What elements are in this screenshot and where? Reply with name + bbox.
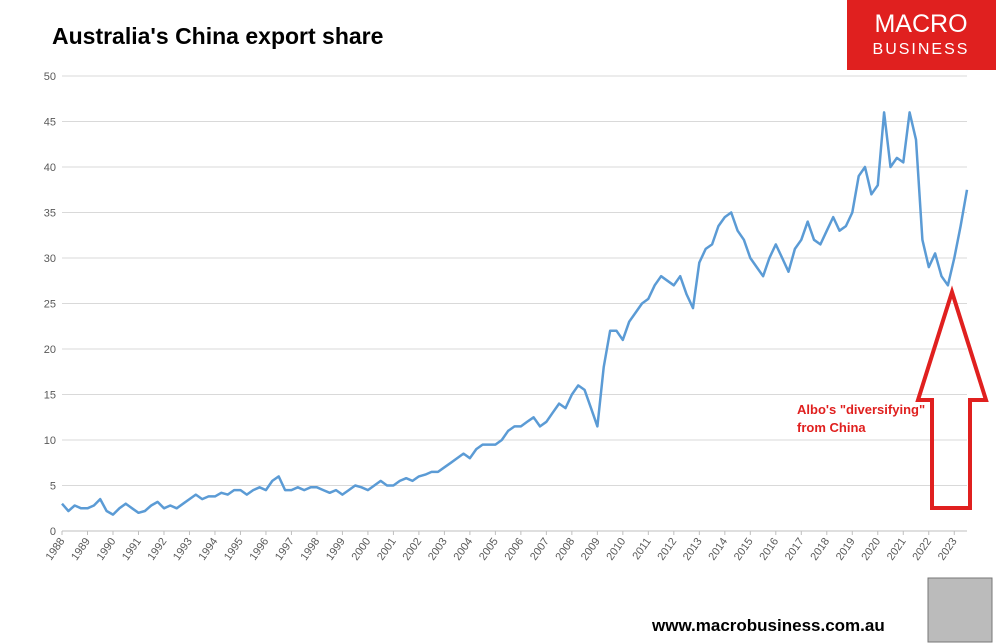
x-tick-label: 2008 [553,536,577,563]
y-tick-label: 50 [44,71,56,83]
data-line [61,111,969,516]
x-tick-label: 2023 [936,536,960,563]
annotation: Albo's "diversifying" [797,402,925,417]
y-tick-label: 0 [50,526,56,538]
x-tick-label: 1994 [197,536,221,563]
y-tick-label: 10 [44,435,56,447]
x-tick-label: 2013 [681,536,705,563]
x-tick-label: 2001 [375,536,399,563]
x-tick-label: 2004 [451,536,475,563]
x-tick-label: 1989 [69,536,93,563]
x-tick-label: 2016 [757,536,781,563]
x-tick-label: 2020 [859,536,883,563]
logo-image [927,577,993,643]
x-tick-label: 1991 [120,536,144,563]
x-tick-label: 2018 [808,536,832,563]
x-tick-label: 1997 [273,536,297,563]
x-tick-label: 2022 [910,536,934,563]
x-tick-label: 2002 [400,536,424,563]
x-tick-label: 1996 [248,536,272,563]
x-tick-label: 2017 [783,536,807,563]
x-tick-label: 2011 [630,536,653,562]
x-tick-label: 2006 [502,536,526,563]
x-tick-label: 1998 [299,536,323,563]
x-tick-label: 2014 [706,536,730,563]
chart-title: Australia's China export share [52,23,383,49]
x-tick-label: 2007 [528,536,552,563]
x-tick-label: 2015 [732,536,756,563]
y-tick-label: 15 [44,390,56,402]
x-tick-label: 2003 [426,536,450,563]
x-tick-label: 1992 [146,536,170,563]
y-tick-label: 35 [44,208,56,220]
logo-text: MACRO [874,10,967,38]
logo-box [847,0,996,70]
footer: www.macrobusiness.com.au [651,616,885,635]
x-tick-label: 2019 [834,536,858,563]
x-tick-label: 2009 [579,536,603,563]
arrow [915,285,989,510]
x-tick-label: 1993 [171,536,195,563]
y-tick-label: 5 [50,481,56,493]
y-tick-label: 30 [44,253,56,265]
x-tick-label: 1988 [44,536,68,563]
y-tick-label: 40 [44,162,56,174]
x-tick-label: 1999 [324,536,348,563]
x-tick-label: 2005 [477,536,501,563]
y-tick-label: 25 [44,299,56,311]
logo-text: BUSINESS [873,41,970,58]
x-tick-label: 2000 [349,536,373,563]
annotation: from China [797,420,866,435]
x-tick-label: 2021 [885,536,909,563]
x-tick-label: 2010 [604,536,628,563]
x-tick-label: 2012 [655,536,679,563]
x-tick-label: 1995 [222,536,246,563]
y-tick-label: 20 [44,344,56,356]
x-tick-label: 1990 [95,536,119,563]
y-tick-label: 45 [44,117,56,129]
